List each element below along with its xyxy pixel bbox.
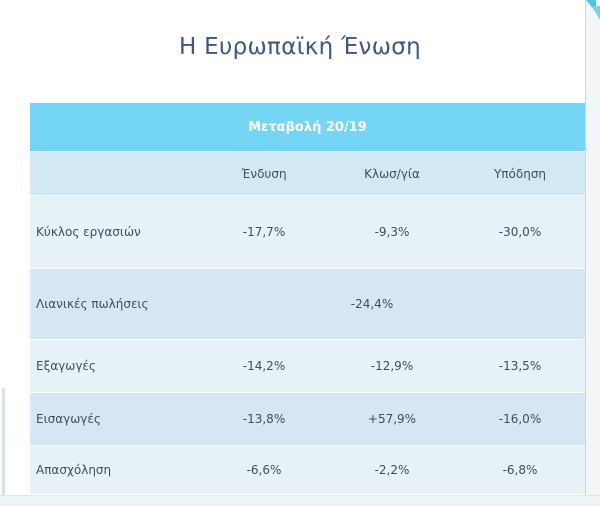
table-row-imports: Εισαγωγές -13,8% +57,9% -16,0%	[30, 393, 585, 445]
column-header-footwear: Υπόδηση	[493, 166, 547, 181]
table-cell: -30,0%	[498, 225, 542, 239]
table-cell: -13,5%	[498, 359, 542, 373]
row-label: Εισαγωγές	[36, 412, 101, 426]
table-cell: -16,0%	[498, 412, 542, 426]
table-divider	[30, 392, 585, 393]
corner-accent-triangle-secondary	[592, 6, 600, 20]
table-row-employment: Απασχόληση -6,6% -2,2% -6,8%	[30, 446, 585, 494]
table-cell: -17,7%	[242, 225, 286, 239]
table-divider	[30, 195, 585, 196]
table-band-title: Μεταβολή 20/19	[30, 103, 585, 151]
table-cell: -6,8%	[502, 463, 538, 477]
table-cell: -14,2%	[242, 359, 286, 373]
slide-frame-edge	[585, 0, 600, 506]
table-divider	[30, 339, 585, 340]
table-cell: -2,2%	[374, 463, 410, 477]
left-edge-marker	[2, 388, 5, 498]
table-cell: -12,9%	[370, 359, 414, 373]
column-header-textiles: Κλωσ/γία	[364, 166, 420, 181]
row-label: Λιανικές πωλήσεις	[36, 297, 149, 311]
table-divider	[30, 445, 585, 446]
table-row-exports: Εξαγωγές -14,2% -12,9% -13,5%	[30, 340, 585, 392]
table-divider	[30, 268, 585, 269]
row-label: Απασχόληση	[36, 463, 112, 477]
table-cell: +57,9%	[367, 412, 417, 426]
table-row-retail-sales: Λιανικές πωλήσεις -24,4%	[30, 269, 585, 339]
table-row-turnover: Κύκλος εργασιών -17,7% -9,3% -30,0%	[30, 196, 585, 268]
table-cell: -13,8%	[242, 412, 286, 426]
table-cell: -6,6%	[246, 463, 282, 477]
data-table: Μεταβολή 20/19 Ένδυση Κλωσ/γία Υπόδηση Κ…	[30, 103, 585, 494]
row-label: Κύκλος εργασιών	[36, 225, 141, 239]
row-label: Εξαγωγές	[36, 359, 96, 373]
table-column-header-row: Ένδυση Κλωσ/γία Υπόδηση	[30, 152, 585, 195]
table-cell: -24,4%	[350, 297, 394, 311]
table-divider	[30, 151, 585, 152]
slide-title: Η Ευρωπαϊκή Ένωση	[178, 34, 422, 60]
bottom-strip	[0, 495, 600, 506]
corner-accent-triangle	[586, 0, 596, 12]
table-cell: -9,3%	[374, 225, 410, 239]
column-header-clothing: Ένδυση	[241, 166, 287, 181]
